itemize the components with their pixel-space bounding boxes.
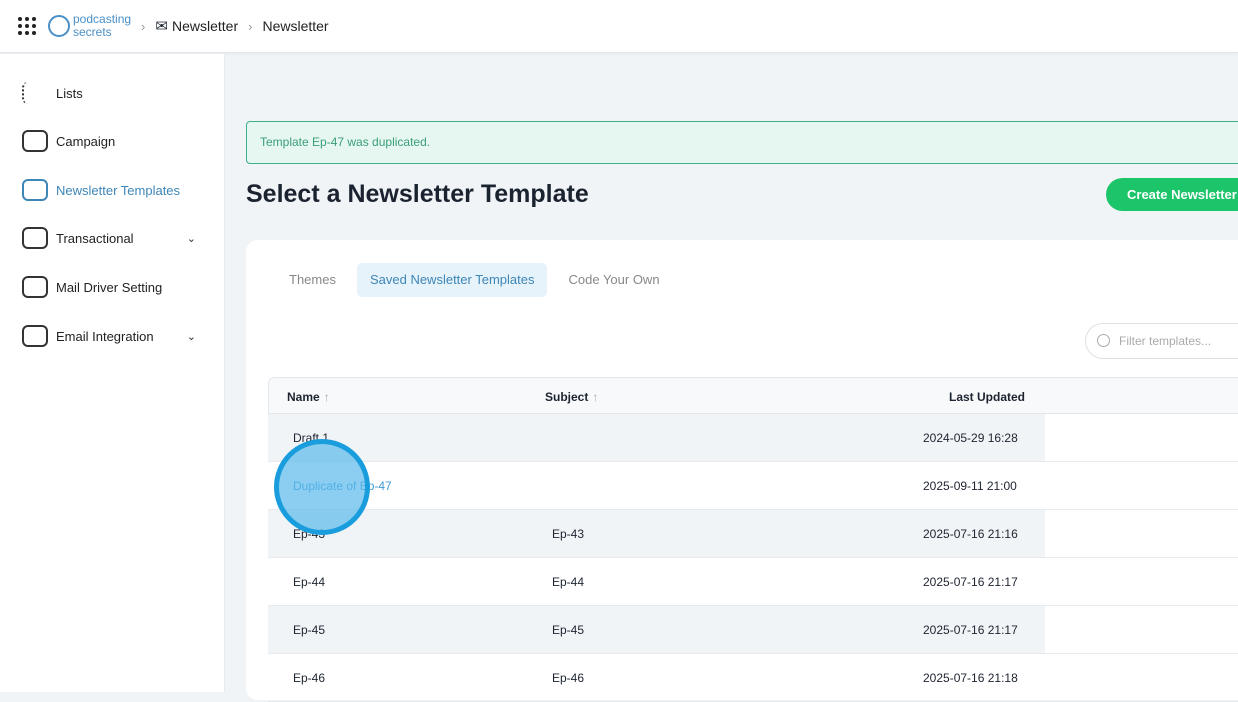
column-subject[interactable]: Subject ↑ [545,390,598,404]
logo[interactable]: podcasting secrets [48,13,131,39]
table-row[interactable]: Ep-44 Ep-44 2025-07-16 21:17 [268,558,1238,606]
column-label: Name [287,390,320,404]
tab-code-your-own[interactable]: Code Your Own [568,272,660,287]
newsletter-icon: ✉ [155,18,168,35]
logo-text: podcasting [73,12,132,26]
sidebar: Lists Campaign Newsletter Templates Tran… [0,54,225,692]
tab-bar: Themes Saved Newsletter Templates Code Y… [276,263,673,297]
tab-themes[interactable]: Themes [289,272,336,287]
sidebar-item-label: Lists [56,85,83,101]
search-icon [1097,334,1110,347]
row-subject: Ep-43 [552,527,585,541]
table-header: Name ↑ Subject ↑ Last Updated [268,377,1238,414]
row-subject: Ep-44 [552,575,585,589]
logo-text: secrets [73,25,112,39]
sort-arrow-icon[interactable]: ↑ [592,390,599,404]
row-subject: Ep-45 [552,623,585,637]
inbox-icon [22,227,48,249]
sidebar-item-email-integration[interactable]: Email Integration ⌄ [22,325,202,347]
mail-gear-icon [22,276,48,298]
newsletter-icon [22,179,48,201]
megaphone-icon [22,130,48,152]
click-indicator [274,439,370,535]
success-alert: Template Ep-47 was duplicated. [246,121,1238,164]
table-row[interactable]: Ep-43 Ep-43 2025-07-16 21:16 [268,510,1238,558]
row-name[interactable]: Ep-44 [293,575,326,589]
row-name[interactable]: Ep-46 [293,671,326,685]
column-last-updated[interactable]: Last Updated [949,390,1026,404]
sidebar-item-label: Transactional [56,230,134,246]
logo-mic-icon [48,15,70,37]
checklist-icon [22,82,48,104]
row-name[interactable]: Ep-45 [293,623,326,637]
sidebar-item-campaign[interactable]: Campaign [22,130,202,152]
apps-grid-icon[interactable] [18,17,36,35]
column-name[interactable]: Name ↑ [287,390,330,404]
inbox-icon [22,325,48,347]
sidebar-item-label: Email Integration [56,328,154,344]
breadcrumb-current: Newsletter [262,18,329,34]
sidebar-item-mail-driver-setting[interactable]: Mail Driver Setting [22,276,202,298]
page-title: Select a Newsletter Template [246,180,589,208]
row-subject: Ep-46 [552,671,585,685]
sidebar-item-label: Campaign [56,133,116,149]
tab-saved-templates[interactable]: Saved Newsletter Templates [356,263,548,297]
sidebar-item-label: Mail Driver Setting [56,279,163,295]
row-last-updated: 2025-09-11 21:00 [923,479,1017,493]
breadcrumb-newsletter[interactable]: Newsletter [171,18,239,34]
table-row[interactable]: Ep-45 Ep-45 2025-07-16 21:17 [268,606,1238,654]
top-bar: podcasting secrets › ✉ Newsletter › Newsl… [0,0,1238,53]
filter-placeholder: Filter templates... [1119,334,1212,348]
sidebar-item-label: Newsletter Templates [56,182,181,198]
sidebar-item-newsletter-templates[interactable]: Newsletter Templates [22,179,202,201]
table-row[interactable]: Draft 1 2024-05-29 16:28 [268,414,1238,462]
row-last-updated: 2025-07-16 21:18 [923,671,1018,685]
chevron-down-icon[interactable]: ⌄ [186,232,196,245]
column-label: Subject [545,390,589,404]
table-row[interactable]: Ep-46 Ep-46 2025-07-16 21:18 [268,654,1238,702]
sidebar-item-lists[interactable]: Lists [22,82,202,104]
create-newsletter-button[interactable]: Create Newsletter [1106,178,1238,211]
table-row[interactable]: Duplicate of Ep-47 2025-09-11 21:00 [268,462,1238,510]
filter-input[interactable]: Filter templates... [1085,323,1238,359]
chevron-down-icon[interactable]: ⌄ [186,330,196,343]
templates-card: Themes Saved Newsletter Templates Code Y… [246,240,1238,702]
sidebar-item-transactional[interactable]: Transactional ⌄ [22,227,202,249]
row-last-updated: 2025-07-16 21:17 [923,623,1018,637]
chevron-right-icon: › [248,18,253,34]
chevron-right-icon: › [141,18,146,34]
row-last-updated: 2025-07-16 21:17 [923,575,1018,589]
row-last-updated: 2024-05-29 16:28 [923,431,1018,445]
row-last-updated: 2025-07-16 21:16 [923,527,1018,541]
sort-arrow-icon[interactable]: ↑ [323,390,330,404]
